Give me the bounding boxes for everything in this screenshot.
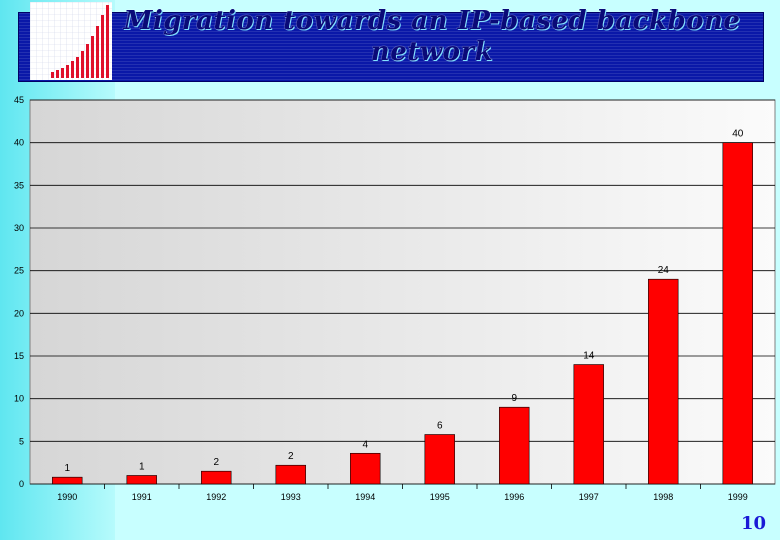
y-tick-label: 5: [19, 436, 24, 446]
bar-1999: [722, 142, 753, 485]
x-tick-label: 1998: [653, 492, 673, 502]
y-tick-label: 10: [14, 394, 24, 404]
x-tick-label: 1992: [206, 492, 226, 502]
title-bar: [18, 12, 764, 82]
page-number: 10: [740, 513, 766, 534]
y-tick-label: 20: [14, 308, 24, 318]
page-title: Migration towards an IP-based backbone n…: [123, 6, 741, 67]
x-tick-label: 1997: [579, 492, 599, 502]
bar-1995: [424, 434, 455, 485]
data-label: 4: [362, 439, 368, 450]
bar-1993: [275, 464, 306, 485]
bar-1994: [350, 452, 381, 485]
bar-1991: [126, 475, 157, 485]
growth-chart-logo-icon: [30, 2, 112, 80]
bar-1996: [499, 406, 530, 485]
bar-1992: [201, 470, 232, 485]
y-tick-label: 15: [14, 351, 24, 361]
x-tick-label: 1996: [504, 492, 524, 502]
x-tick-label: 1990: [57, 492, 77, 502]
bar-1990: [52, 476, 83, 485]
y-tick-label: 25: [14, 266, 24, 276]
bar-chart: 1 1 2 2 4 6 9 14 24 40 0 5 10 15 20 25 30 35 40 45 1990 199…: [0, 95, 780, 515]
x-tick-label: 1991: [132, 492, 152, 502]
data-label: 9: [511, 393, 517, 404]
y-tick-label: 40: [14, 138, 24, 148]
y-tick-label: 45: [14, 95, 24, 105]
data-label: 14: [583, 351, 595, 362]
data-label: 2: [213, 457, 219, 468]
x-tick-label: 1994: [355, 492, 375, 502]
bar-1998: [648, 278, 679, 485]
y-tick-label: 0: [19, 479, 24, 489]
y-tick-label: 30: [14, 223, 24, 233]
data-label: 40: [732, 129, 744, 140]
data-label: 1: [64, 463, 70, 474]
bars: [52, 142, 753, 485]
y-tick-label: 35: [14, 180, 24, 190]
x-tick-label: 1995: [430, 492, 450, 502]
x-axis-ticks: 1990 1991 1992 1993 1994 1995 1996 1997 1998 1999: [57, 484, 748, 502]
bar-1997: [573, 364, 604, 485]
data-label: 6: [437, 421, 443, 432]
x-tick-label: 1999: [728, 492, 748, 502]
x-tick-label: 1993: [281, 492, 301, 502]
data-label: 1: [139, 461, 145, 472]
y-axis-ticks: 0 5 10 15 20 25 30 35 40 45: [14, 95, 24, 489]
data-label: 2: [288, 451, 294, 462]
data-label: 24: [658, 265, 670, 276]
